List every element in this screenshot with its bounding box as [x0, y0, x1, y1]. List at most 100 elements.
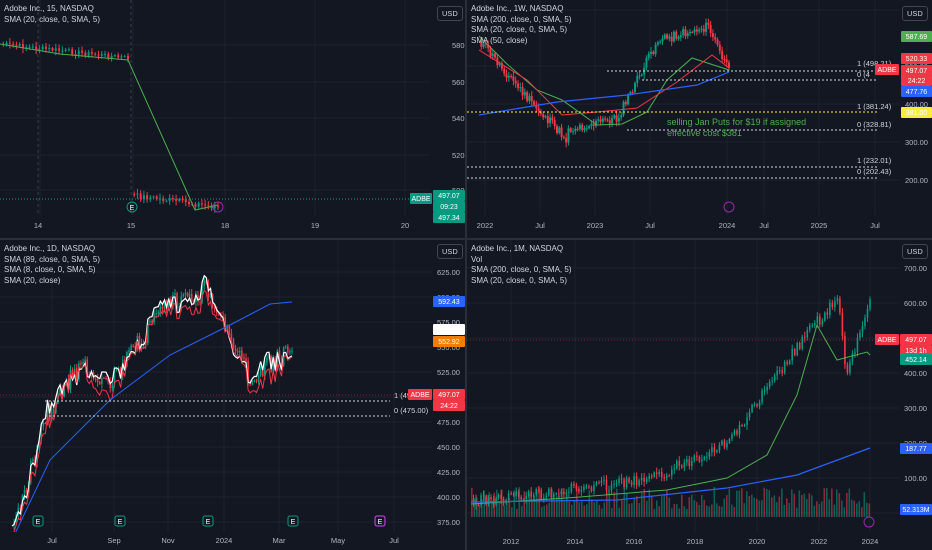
candle	[695, 29, 698, 32]
candle	[831, 302, 834, 308]
volume-bar	[681, 494, 683, 517]
currency-button[interactable]: USD	[437, 6, 463, 21]
price-tag: 592.43	[438, 299, 460, 306]
axis-tick-label: Jul	[389, 536, 399, 545]
candle	[678, 461, 681, 466]
price-tag: 497.34	[438, 215, 460, 222]
price-tag-bg	[433, 212, 465, 223]
currency-button[interactable]: USD	[902, 244, 928, 259]
volume-bar	[546, 504, 548, 517]
sma-200-line	[478, 71, 730, 116]
candle	[190, 293, 193, 302]
panel-divider-horizontal[interactable]	[0, 238, 932, 240]
volume-bar	[503, 505, 506, 517]
chart-panel-1m[interactable]: 2012 2014 2016 2018 2020 2022 2024 700.00 600.00…	[467, 240, 932, 550]
candle	[733, 430, 736, 435]
indicator-label[interactable]: SMA (89, close, 0, SMA, 5)	[4, 254, 101, 264]
fib-level-label: 0 (4	[857, 70, 870, 79]
indicator-label[interactable]: SMA (20, close)	[4, 275, 61, 285]
candle	[796, 342, 799, 356]
chart-canvas-1d[interactable]: JulSepNov2024MarMayJul625.00600.00575.00…	[0, 240, 465, 550]
candle	[606, 119, 609, 121]
candle	[274, 358, 277, 370]
candle	[788, 360, 791, 365]
candle	[713, 447, 716, 453]
volume-bar	[598, 504, 601, 517]
candle	[482, 43, 485, 47]
candle	[567, 128, 570, 143]
chart-panel-1d[interactable]: JulSepNov2024MarMayJul625.00600.00575.00…	[0, 240, 465, 550]
candle	[167, 299, 170, 310]
candle	[168, 198, 171, 201]
candle	[31, 46, 34, 48]
candle	[222, 316, 224, 318]
candle	[172, 294, 174, 307]
price-tag: 497.07	[438, 193, 460, 200]
chart-canvas-1m[interactable]: 2012 2014 2016 2018 2020 2022 2024 700.00 600.00…	[467, 240, 932, 550]
candle	[622, 101, 625, 116]
candle	[751, 404, 753, 412]
candle	[851, 353, 854, 362]
panel-divider-vertical[interactable]	[465, 0, 467, 550]
candle	[67, 49, 70, 51]
volume-bar	[566, 495, 568, 517]
candle	[778, 370, 781, 372]
candle	[650, 51, 653, 54]
indicator-label[interactable]: SMA (50, close)	[471, 35, 528, 45]
chart-panel-1w[interactable]: 2022Jul2023Jul2024Jul2025Jul600.00500.00…	[467, 0, 932, 238]
candle	[184, 292, 187, 295]
symbol-title[interactable]: Adobe Inc., 15, NASDAQ	[4, 4, 94, 13]
candle	[629, 91, 632, 95]
price-tag: 187.77	[905, 446, 927, 453]
indicator-label[interactable]: SMA (8, close, 0, SMA, 5)	[4, 265, 96, 274]
axis-tick-label: 525.00	[437, 368, 460, 377]
candle	[142, 195, 145, 199]
candle	[178, 306, 180, 308]
earnings-marker	[287, 515, 299, 527]
candle	[203, 280, 206, 287]
volume-bar	[861, 507, 863, 517]
volume-bar	[616, 488, 618, 517]
chart-canvas-1w[interactable]: 2022Jul2023Jul2024Jul2025Jul600.00500.00…	[467, 0, 932, 238]
candle	[218, 313, 220, 315]
price-tag-bg	[433, 296, 465, 307]
currency-button[interactable]: USD	[437, 244, 463, 259]
candle	[620, 478, 623, 480]
indicator-label[interactable]: SMA (200, close, 0, SMA, 5)	[471, 265, 572, 274]
indicator-label[interactable]: SMA (20, close, 0, SMA, 5)	[471, 25, 568, 34]
candle	[709, 24, 712, 34]
candle	[696, 455, 698, 457]
candle	[813, 323, 816, 326]
chart-canvas-15m[interactable]: 580.00560.00540.00520.00500.001415181920…	[0, 0, 465, 238]
symbol-title[interactable]: Adobe Inc., 1D, NASDAQ	[4, 244, 96, 253]
candle	[175, 199, 178, 201]
axis-tick-label: 2024	[862, 537, 879, 546]
indicator-label[interactable]: Vol	[471, 254, 483, 264]
candle	[74, 54, 77, 56]
volume-bar	[626, 492, 628, 517]
earnings-marker	[374, 515, 386, 527]
legend-15m: Adobe Inc., 15, NASDAQ SMA (20, close, 0…	[4, 4, 100, 25]
volume-bar	[731, 504, 733, 517]
candle	[50, 408, 53, 420]
symbol-title[interactable]: Adobe Inc., 1W, NASDAQ	[471, 4, 564, 13]
price-tag-bg	[901, 107, 932, 118]
currency-button[interactable]: USD	[902, 6, 928, 21]
candle	[803, 336, 806, 338]
candle	[64, 49, 67, 51]
chart-panel-15m[interactable]: 580.00560.00540.00520.00500.001415181920…	[0, 0, 465, 238]
candle	[278, 350, 281, 359]
candle	[846, 364, 849, 373]
volume-bar	[848, 488, 851, 517]
indicator-label[interactable]: SMA (20, close, 0, SMA, 5)	[4, 14, 101, 24]
volume-bar	[786, 498, 788, 517]
candle	[90, 371, 93, 377]
indicator-label[interactable]: SMA (200, close, 0, SMA, 5)	[471, 14, 572, 24]
candle	[708, 452, 711, 457]
symbol-title[interactable]: Adobe Inc., 1M, NASDAQ	[471, 244, 564, 253]
candle	[107, 53, 110, 59]
volume-bar	[761, 500, 763, 517]
axis-tick-label: 425.00	[437, 468, 460, 477]
indicator-label[interactable]: SMA (20, close, 0, SMA, 5)	[471, 275, 568, 285]
candle	[824, 312, 826, 321]
